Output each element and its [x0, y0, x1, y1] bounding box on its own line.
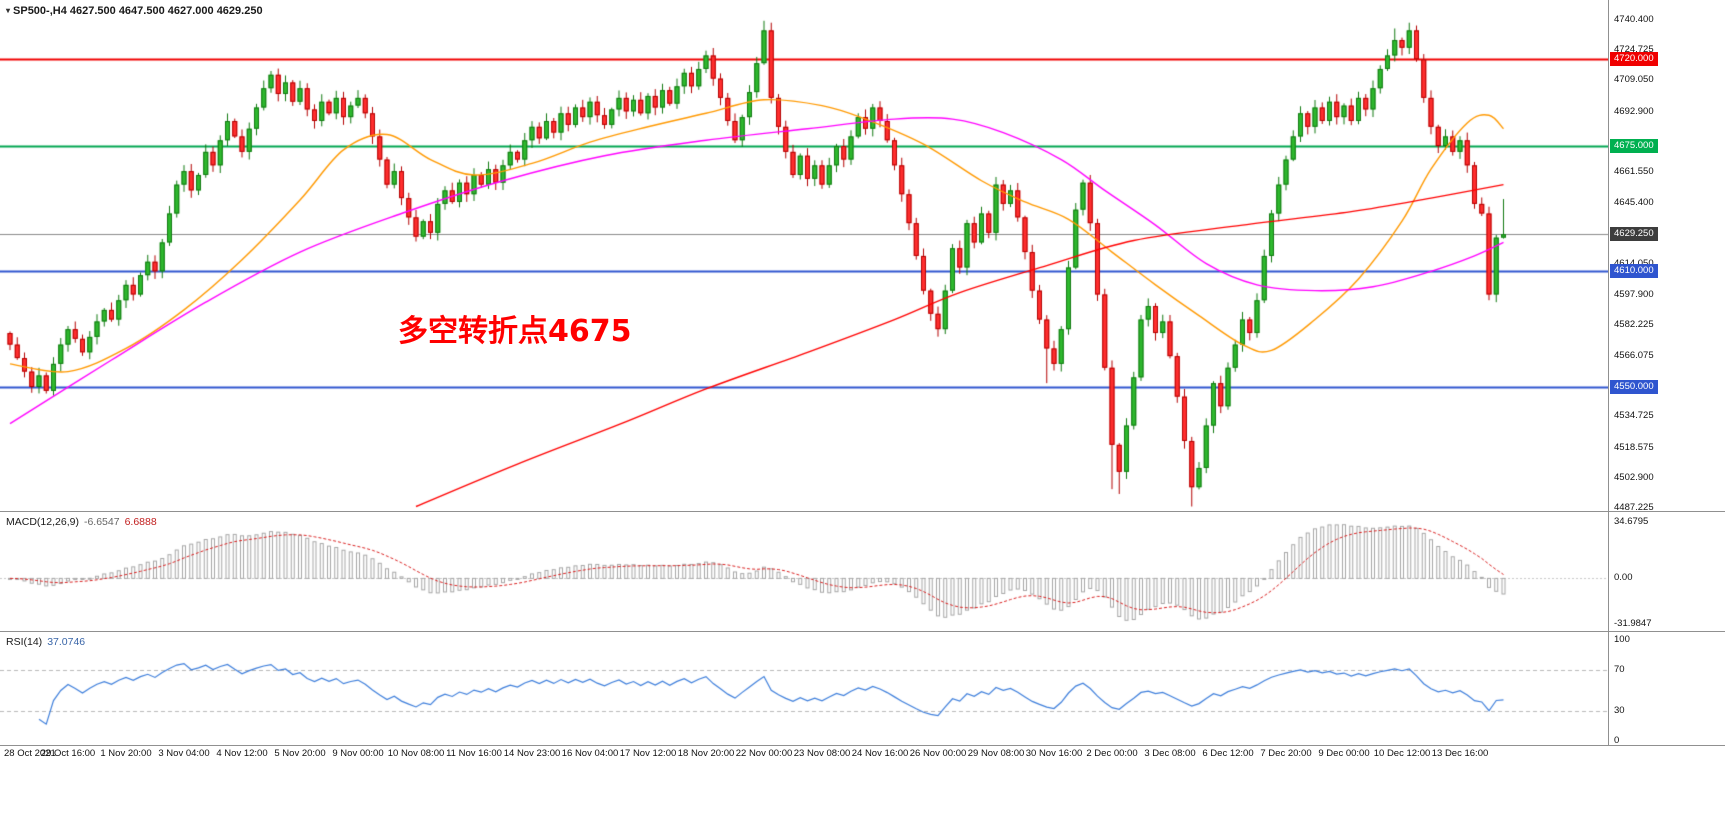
time-tick-label: 17 Nov 12:00 [619, 748, 677, 759]
time-tick-label: 23 Nov 08:00 [793, 748, 851, 759]
time-tick-label: 2 Dec 00:00 [1086, 748, 1138, 759]
time-tick-label: 22 Nov 00:00 [735, 748, 793, 759]
axis-tick-label: 0 [1614, 735, 1620, 746]
time-tick-label: 10 Nov 08:00 [387, 748, 445, 759]
price-axis-badge: 4675.000 [1610, 139, 1658, 154]
time-tick-label: 5 Nov 20:00 [274, 748, 326, 759]
macd-signal-value: 6.6888 [124, 516, 157, 528]
axis-tick-label: 4740.400 [1614, 14, 1654, 25]
time-tick-label: 9 Nov 00:00 [332, 748, 384, 759]
price-axis-badge: 4610.000 [1610, 264, 1658, 279]
time-tick-label: 18 Nov 20:00 [677, 748, 735, 759]
axis-tick-label: 4534.725 [1614, 410, 1654, 422]
axis-tick-label: 4614.050 [1614, 257, 1654, 269]
time-tick-label: 24 Nov 16:00 [851, 748, 909, 759]
chart-plot-canvas[interactable] [0, 0, 1608, 765]
time-tick-label: 14 Nov 23:00 [503, 748, 561, 759]
axis-tick-label: 4566.075 [1614, 350, 1654, 361]
annotation-text[interactable]: 多空转折点4675 [398, 314, 632, 349]
panel-separator[interactable] [0, 511, 1725, 512]
macd-label: MACD(12,26,9) [6, 516, 79, 528]
time-tick-label: 6 Dec 12:00 [1202, 748, 1254, 759]
time-axis[interactable]: 28 Oct 2021 29 Oct 16:00 1 Nov 20:00 3 Nov … [0, 746, 1725, 764]
panel-separator[interactable] [0, 631, 1725, 632]
axis-tick-label: 4692.900 [1614, 105, 1654, 117]
time-tick-label: 13 Dec 16:00 [1431, 748, 1489, 759]
time-tick-label: 3 Nov 04:00 [158, 748, 210, 759]
time-tick-label: 16 Nov 04:00 [561, 748, 619, 759]
axis-tick-label: 4582.225 [1614, 318, 1654, 330]
time-tick-label: 3 Dec 08:00 [1144, 748, 1196, 759]
axis-tick-label: 4724.725 [1614, 44, 1654, 56]
axis-tick-label: 30 [1614, 704, 1625, 716]
axis-tick-label: 4502.900 [1614, 471, 1654, 483]
axis-tick-label: 34.6795 [1614, 516, 1649, 527]
time-tick-label: 26 Nov 00:00 [909, 748, 967, 759]
rsi-header: RSI(14) 37.0746 [6, 636, 85, 648]
time-tick-label: 30 Nov 16:00 [1025, 748, 1083, 759]
macd-main-value: -6.6547 [83, 516, 120, 528]
time-tick-label: 29 Oct 16:00 [40, 748, 96, 759]
axis-tick-label: -31.9847 [1614, 618, 1652, 629]
time-tick-label: 11 Nov 16:00 [446, 748, 502, 759]
time-tick-label: 29 Nov 08:00 [967, 748, 1025, 759]
chart-title-text: SP500-,H4 4627.500 4647.500 4627.000 462… [13, 5, 263, 17]
axis-tick-label: 4487.225 [1614, 502, 1654, 513]
price-axis-column[interactable]: 4740.400 4724.725 4720.000 4709.050 4692.900… [1608, 0, 1725, 765]
axis-tick-label: 4709.050 [1614, 74, 1654, 86]
time-tick-label: 10 Dec 12:00 [1373, 748, 1431, 759]
axis-tick-label: 4661.550 [1614, 165, 1654, 177]
macd-header: MACD(12,26,9) -6.6547 6.6888 [6, 516, 157, 528]
chart-marker-icon: ▾ [6, 6, 11, 15]
rsi-value: 37.0746 [47, 636, 86, 648]
axis-tick-label: 100 [1614, 634, 1630, 645]
time-tick-label: 28 Oct 2021 [4, 748, 56, 759]
rsi-label: RSI(14) [6, 636, 43, 648]
time-tick-label: 1 Nov 20:00 [100, 748, 152, 759]
axis-tick-label: 70 [1614, 664, 1625, 676]
axis-tick-label: 4645.400 [1614, 197, 1654, 209]
time-tick-label: 7 Dec 20:00 [1260, 748, 1312, 759]
axis-tick-label: 0.00 [1614, 572, 1633, 584]
axis-vertical-line [1608, 0, 1609, 745]
price-axis-badge: 4550.000 [1610, 379, 1658, 394]
chart-title: ▾ SP500-,H4 4627.500 4647.500 4627.000 46… [6, 5, 263, 17]
time-tick-label: 9 Dec 00:00 [1318, 748, 1370, 759]
time-axis-border [0, 745, 1725, 746]
time-tick-label: 4 Nov 12:00 [216, 748, 268, 759]
axis-tick-label: 4597.900 [1614, 288, 1654, 300]
price-axis-badge: 4629.250 [1610, 227, 1658, 242]
axis-tick-label: 4518.575 [1614, 441, 1654, 453]
price-axis-badge: 4720.000 [1610, 52, 1658, 67]
